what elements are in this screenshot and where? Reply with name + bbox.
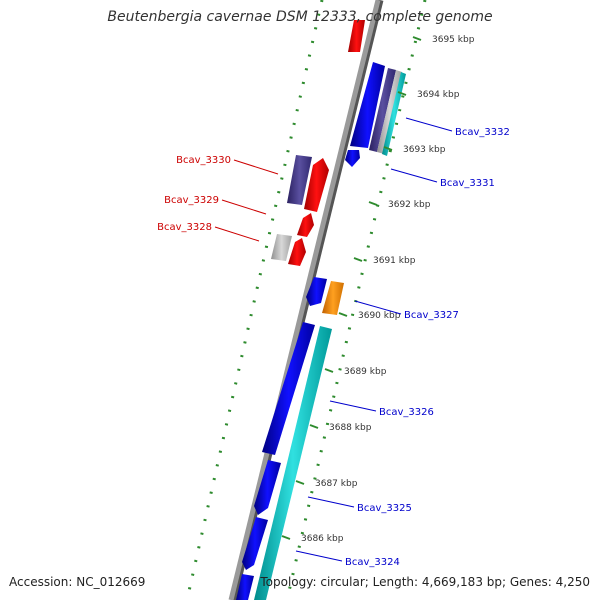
gene-bcav-3326 [262,322,315,455]
gene-label-leader [307,496,355,508]
gene-label-leader [221,199,267,215]
gene-label-leader [214,226,260,242]
gene-label-leader [329,400,377,412]
gene-bcav-3332-gray [377,70,402,154]
kbp-label: 3694 kbp [417,90,460,100]
gene-label-leader [390,168,438,183]
gene-label-group: Bcav_3330 Bcav_3329 Bcav_3328 Bcav_3332 Bcav… [157,117,510,568]
kbp-label: 3693 kbp [403,145,446,155]
kbp-label: 3692 kbp [388,200,431,210]
gene-bcav-3333 [348,20,365,52]
kbp-label: 3690 kbp [358,311,401,321]
gene-label-leader [295,550,343,562]
gene-label-leader [354,300,402,315]
gene-bcav-3325 [254,460,281,515]
gene-bcav-3328 [288,238,306,266]
gene-label: Bcav_3331 [440,178,495,189]
gene-label: Bcav_3326 [379,407,434,418]
gene-bcav-3324 [242,517,268,570]
kbp-tick-mark [412,36,422,41]
gene-label-leader [233,159,279,175]
gene-bcav-3323 [236,574,254,600]
kbp-tick-mark [281,535,291,540]
kbp-label: 3689 kbp [344,367,387,377]
gene-label-leader [405,117,453,132]
kbp-label: 3686 kbp [301,534,344,544]
kbp-tick-mark [397,91,407,96]
gene-bcav-3327a [306,277,327,306]
gene-label: Bcav_3327 [404,310,459,321]
gene-bcav-3332-purple [369,68,396,152]
gene-label: Bcav_3324 [345,557,400,568]
genome-summary-text: Topology: circular; Length: 4,669,183 bp… [260,575,590,589]
kbp-tick-mark [383,146,393,151]
gene-bcav-3329 [297,213,314,237]
kbp-tick-mark [338,312,348,317]
kbp-tick-group: 3695 kbp 3694 kbp 3693 kbp 3692 kbp 3691 kbp… [281,35,475,544]
kbp-label: 3691 kbp [373,256,416,266]
kbp-tick-mark [368,201,378,206]
accession-text: Accession: NC_012669 [9,575,146,589]
backbone [228,0,381,600]
gene-label: Bcav_3330 [176,155,231,166]
gene-bcav-3330b [304,158,329,212]
kbp-label: 3688 kbp [329,423,372,433]
gene-bcav-3331 [345,150,360,167]
kbp-tick-mark [295,480,305,485]
gene-label: Bcav_3332 [455,127,510,138]
kbp-tick-mark [353,257,363,262]
gene-bcav-3326-cyan [254,326,332,600]
kbp-label: 3687 kbp [315,479,358,489]
kbp-label: 3695 kbp [432,35,475,45]
genome-title: Beutenbergia cavernae DSM 12333, complet… [107,9,493,25]
kbp-tick-mark [324,368,334,373]
gene-bcav-3327 [322,281,344,315]
gene-bcav-3330 [287,155,312,205]
gene-label: Bcav_3329 [164,195,219,206]
kbp-tick-mark [309,424,319,429]
gene-label: Bcav_3328 [157,222,212,233]
gene-bcav-3332 [350,62,385,148]
gene-label: Bcav_3325 [357,503,412,514]
gene-bcav-3328-gray [271,234,292,261]
